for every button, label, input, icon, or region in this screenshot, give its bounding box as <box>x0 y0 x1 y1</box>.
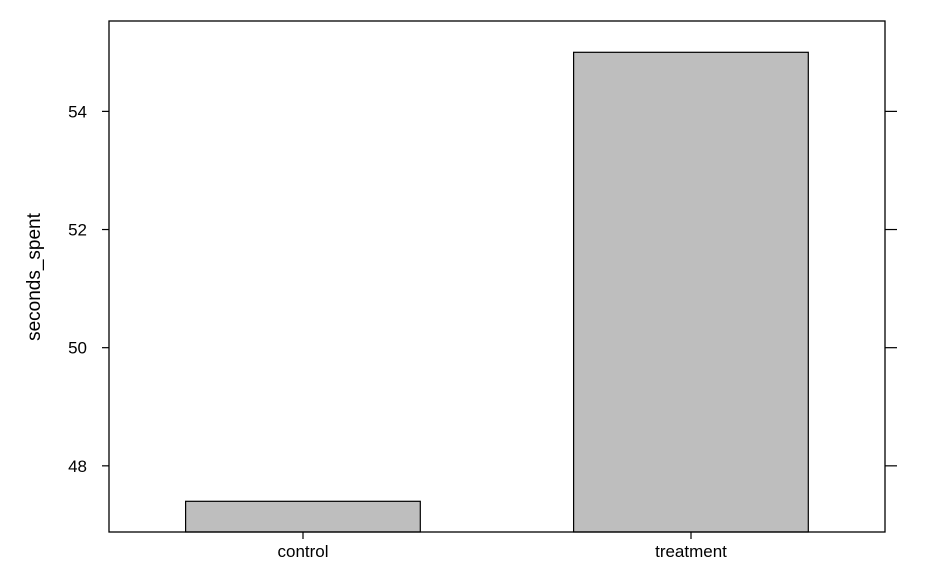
x-tick-label: control <box>277 542 328 561</box>
plot-frame <box>108 20 886 533</box>
y-tick-label: 54 <box>68 102 87 121</box>
bar-control <box>185 500 421 533</box>
bar-treatment <box>572 51 809 533</box>
x-tick-label: treatment <box>655 542 727 561</box>
y-axis-right <box>885 110 897 467</box>
x-axis: control treatment <box>277 532 727 561</box>
y-tick-label: 52 <box>68 221 87 240</box>
y-axis-title: seconds_spent <box>24 212 45 341</box>
y-tick-label: 50 <box>68 339 87 358</box>
y-tick-label: 48 <box>68 457 87 476</box>
y-axis-left: 48 50 52 54 <box>68 102 109 476</box>
bars-group <box>185 51 809 533</box>
